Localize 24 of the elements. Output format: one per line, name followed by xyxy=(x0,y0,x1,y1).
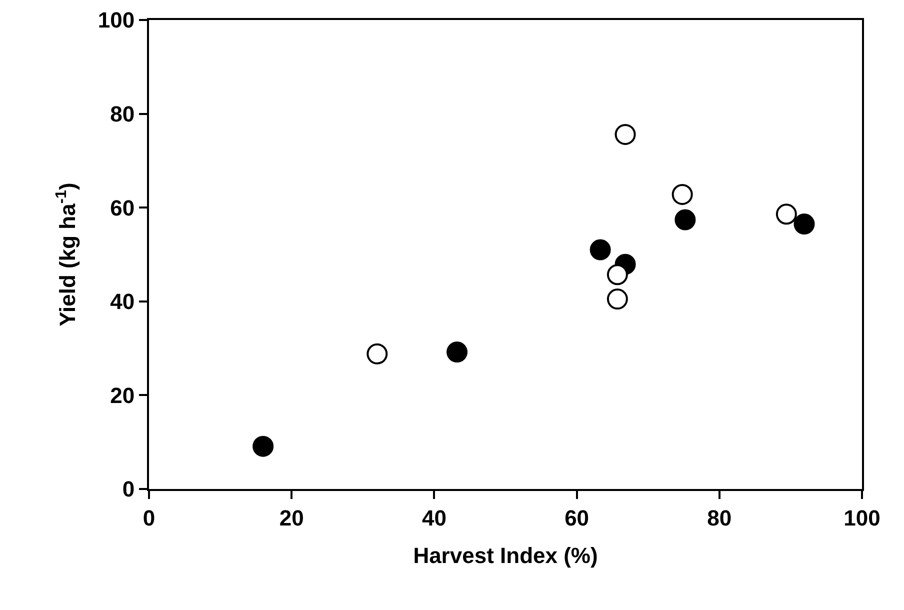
x-tick-label: 40 xyxy=(422,505,446,530)
point xyxy=(776,204,797,225)
y-tick-label: 60 xyxy=(110,195,135,220)
point xyxy=(672,184,693,205)
point xyxy=(446,342,468,363)
point xyxy=(794,214,815,235)
y-tick-label: 40 xyxy=(110,289,135,314)
point xyxy=(590,239,611,260)
point xyxy=(614,124,636,145)
x-tick-label: 0 xyxy=(142,505,156,530)
x-tick-label: 80 xyxy=(707,505,732,530)
y-tick-label: 80 xyxy=(110,102,135,126)
y-tick-label: 20 xyxy=(110,382,135,408)
point xyxy=(606,288,628,310)
y-tick-label: 100 xyxy=(98,8,135,33)
point xyxy=(674,209,696,230)
point xyxy=(366,343,388,364)
x-tick-label: 100 xyxy=(844,505,880,530)
point xyxy=(252,436,274,457)
x-tick-label: 20 xyxy=(279,505,304,530)
point xyxy=(606,264,628,286)
x-axis-title: Harvest Index (%) xyxy=(413,542,598,568)
x-tick-label: 60 xyxy=(564,505,590,530)
y-tick-label: 0 xyxy=(122,476,135,502)
